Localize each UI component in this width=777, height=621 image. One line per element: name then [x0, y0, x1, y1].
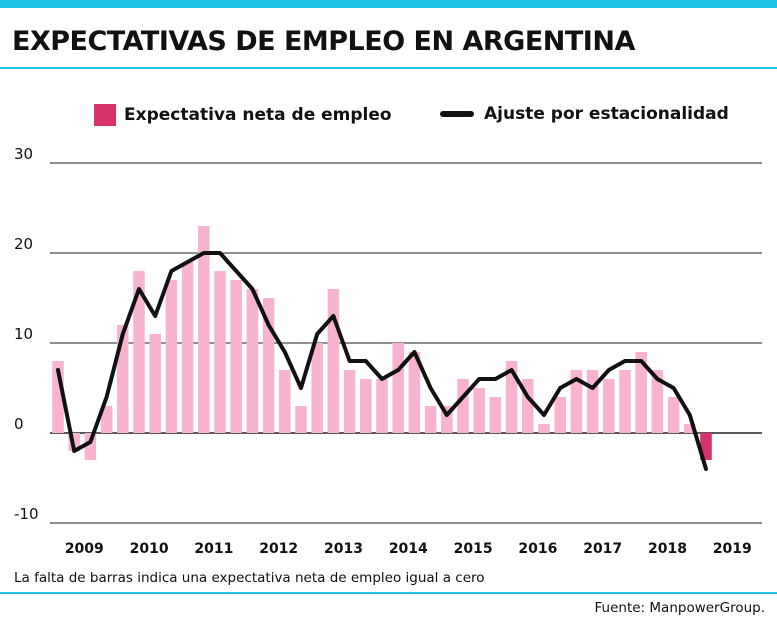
bar-mark [327, 289, 340, 433]
footer-divider [0, 592, 777, 594]
bar-mark [198, 226, 210, 433]
bar-mark [505, 361, 518, 433]
y-tick-label: 10 [14, 325, 33, 343]
bar-mark [117, 325, 129, 433]
x-tick-label: 2012 [259, 541, 298, 557]
bar-layer [52, 226, 712, 460]
x-tick-label: 2019 [713, 541, 752, 557]
bar-mark [149, 334, 161, 433]
bar-mark [52, 361, 64, 433]
bar-mark [538, 424, 550, 433]
x-tick-label: 2017 [583, 541, 622, 557]
bar-mark [295, 406, 307, 433]
chart-legend: Expectativa neta de empleo Ajuste por es… [0, 104, 777, 128]
bar-mark [700, 433, 712, 460]
bar-mark [457, 379, 469, 433]
bar-mark [133, 271, 145, 433]
bar-mark [246, 289, 259, 433]
bar-mark [522, 379, 534, 433]
legend-item-bars: Expectativa neta de empleo [94, 104, 392, 126]
x-tick-label: 2011 [194, 541, 233, 557]
legend-item-line: Ajuste por estacionalidad [440, 104, 729, 124]
bar-mark [603, 379, 615, 433]
bar-mark [635, 352, 647, 433]
y-tick-label: 30 [14, 145, 33, 163]
bar-mark [84, 433, 97, 460]
y-tick-label: -10 [14, 505, 39, 523]
bar-mark [651, 370, 664, 433]
bar-mark [408, 352, 421, 433]
x-tick-label: 2018 [648, 541, 687, 557]
bar-mark [262, 298, 275, 433]
bar-mark [100, 406, 113, 433]
bar-mark [570, 370, 583, 433]
x-tick-label: 2015 [454, 541, 493, 557]
bar-mark [311, 343, 323, 433]
bar-mark [181, 262, 194, 433]
bar-mark [684, 424, 696, 433]
bar-mark [165, 280, 178, 433]
bar-mark [619, 370, 631, 433]
legend-label-bars: Expectativa neta de empleo [124, 105, 392, 125]
bar-mark [554, 397, 566, 433]
y-tick-label: 20 [14, 235, 33, 253]
top-accent-bar [0, 0, 777, 8]
legend-label-line: Ajuste por estacionalidad [484, 104, 729, 124]
x-tick-label: 2016 [518, 541, 557, 557]
bar-mark [230, 280, 242, 433]
legend-swatch-line [440, 111, 474, 117]
chart-source: Fuente: ManpowerGroup. [594, 600, 765, 616]
title-divider [0, 67, 777, 69]
x-tick-label: 2013 [324, 541, 363, 557]
chart-title: EXPECTATIVAS DE EMPLEO EN ARGENTINA [12, 26, 635, 57]
bar-mark [376, 379, 388, 433]
x-tick-label: 2014 [389, 541, 428, 557]
bar-mark [489, 397, 502, 433]
bar-mark [392, 343, 404, 433]
x-tick-label: 2009 [65, 541, 104, 557]
bar-mark [424, 406, 437, 433]
bar-mark [667, 397, 680, 433]
bar-mark [441, 406, 453, 433]
x-tick-label: 2010 [130, 541, 169, 557]
y-tick-label: 0 [14, 415, 24, 433]
legend-swatch-bars [94, 104, 116, 126]
bar-mark [586, 370, 599, 433]
chart-footnote: La falta de barras indica una expectativ… [14, 570, 485, 586]
bar-mark [214, 271, 226, 433]
bar-mark [473, 388, 485, 433]
line-layer [56, 251, 708, 471]
bar-mark [360, 379, 372, 433]
bar-mark [279, 370, 291, 433]
seasonal-adjustment-line [56, 251, 708, 471]
bar-mark [343, 370, 356, 433]
